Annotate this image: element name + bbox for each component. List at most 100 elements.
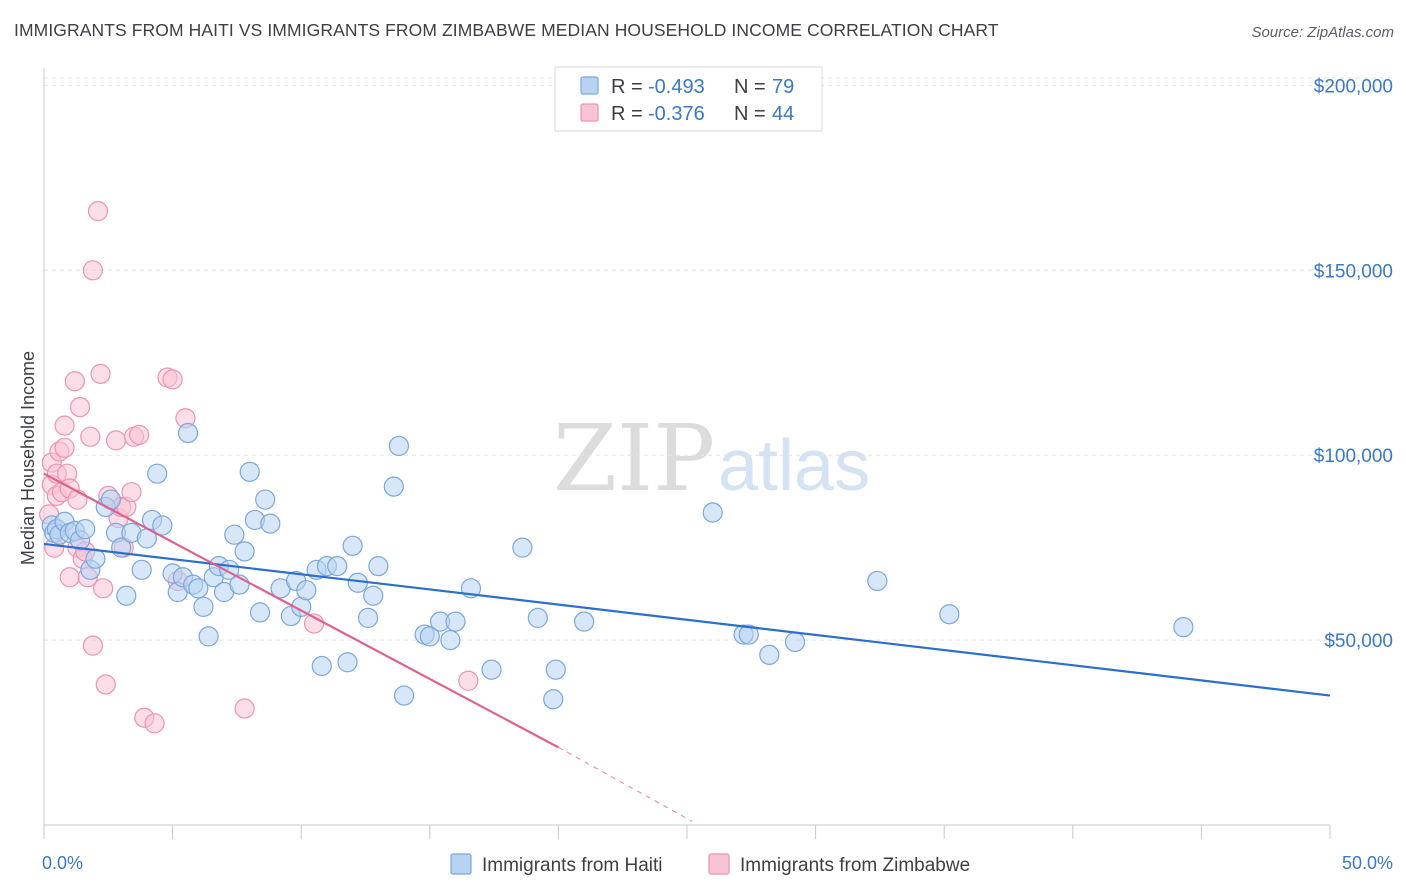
chart-source: Source: ZipAtlas.com [1251, 24, 1394, 41]
stats-swatch-haiti [580, 76, 599, 95]
haiti-point [224, 524, 245, 545]
zimbabwe-point [87, 201, 109, 222]
haiti-point [116, 585, 137, 606]
haiti-point [545, 659, 566, 680]
zimbabwe-point [93, 578, 114, 599]
stats-n-label-haiti: N = [734, 76, 766, 98]
x-edge-label-start: 0.0% [42, 853, 83, 873]
y-tick-label: $200,000 [1314, 76, 1393, 97]
legend-swatch-haiti [450, 853, 472, 875]
zimbabwe-point [82, 635, 103, 656]
haiti-point [388, 435, 410, 457]
haiti-point [131, 559, 152, 580]
haiti-point [1173, 617, 1194, 638]
haiti-point [574, 611, 595, 632]
zimbabwe-point [105, 430, 127, 451]
haiti-point [867, 570, 888, 592]
haiti-point [368, 556, 389, 577]
haiti-point [85, 548, 106, 569]
legend-label-zimbabwe: Immigrants from Zimbabwe [740, 855, 970, 876]
zimbabwe-point [162, 369, 183, 390]
stats-r-label-zimbabwe: R = [611, 103, 643, 125]
y-axis-label: Median Household Income [18, 351, 38, 565]
zimbabwe-point [458, 670, 479, 691]
zimbabwe-trend-extension [558, 746, 693, 822]
y-tick-label: $150,000 [1314, 261, 1393, 282]
y-tick-label: $50,000 [1324, 631, 1393, 652]
haiti-point [147, 463, 168, 484]
haiti-point [198, 626, 219, 647]
zimbabwe-point [129, 424, 150, 445]
zimbabwe-point [80, 426, 101, 447]
zimbabwe-point [59, 567, 80, 588]
stats-swatch-zimbabwe [580, 103, 599, 122]
zimbabwe-point [90, 363, 111, 384]
stats-legend: R = -0.493 N = 79 R = -0.376 N = 44 [554, 66, 823, 132]
haiti-point [239, 461, 260, 482]
haiti-point [296, 580, 317, 601]
haiti-point [512, 537, 533, 558]
haiti-point [188, 578, 209, 599]
haiti-point [527, 607, 548, 629]
zimbabwe-point [234, 698, 255, 719]
haiti-point [75, 519, 96, 540]
haiti-point [481, 659, 502, 680]
haiti-point [311, 655, 332, 677]
zimbabwe-point [54, 415, 75, 436]
trend-lines [43, 472, 1331, 822]
axes [43, 68, 1331, 839]
haiti-point [255, 489, 276, 510]
stats-r-value-haiti: -0.493 [648, 76, 705, 98]
haiti-point [543, 689, 564, 710]
zipatlas-watermark: ZIP atlas [553, 405, 870, 512]
stats-n-value-zimbabwe: 44 [772, 103, 794, 125]
haiti-point [738, 624, 759, 645]
stats-n-label-zimbabwe: N = [734, 103, 766, 125]
x-edge-label-end: 50.0% [1342, 853, 1393, 873]
haiti-point [440, 629, 461, 651]
watermark-atlas: atlas [718, 426, 870, 506]
haiti-point [939, 604, 960, 625]
haiti-point [784, 631, 806, 653]
haiti-point [363, 585, 384, 606]
haiti-point [357, 607, 379, 629]
haiti-point [702, 502, 723, 523]
y-tick-labels: $50,000 $100,000 $150,000 $200,000 [1314, 76, 1393, 652]
haiti-point [383, 476, 404, 497]
haiti-point [152, 515, 173, 536]
haiti-point [342, 535, 363, 556]
haiti-point [177, 422, 199, 444]
zimbabwe-point [144, 713, 165, 734]
haiti-point [337, 652, 358, 673]
stats-n-value-haiti: 79 [772, 76, 794, 98]
bottom-legend: Immigrants from Haiti Immigrants from Zi… [450, 853, 970, 876]
stats-r-label-haiti: R = [611, 76, 643, 98]
haiti-point [445, 611, 466, 632]
haiti-point [759, 644, 780, 665]
haiti-point [234, 541, 255, 562]
zimbabwe-point [95, 674, 116, 695]
zimbabwe-point [64, 371, 85, 392]
watermark-zip: ZIP [553, 405, 715, 512]
haiti-trend-line [43, 542, 1331, 697]
zimbabwe-point [82, 260, 103, 281]
haiti-point [393, 685, 415, 706]
zimbabwe-point [54, 437, 75, 458]
zimbabwe-point [67, 489, 88, 510]
zimbabwe-points [39, 201, 479, 734]
zimbabwe-point [69, 397, 91, 418]
haiti-point [260, 513, 281, 534]
haiti-point [193, 596, 214, 617]
haiti-point [327, 556, 348, 577]
legend-label-haiti: Immigrants from Haiti [482, 855, 663, 876]
stats-r-value-zimbabwe: -0.376 [648, 103, 705, 125]
y-tick-label: $100,000 [1314, 446, 1393, 467]
stats-legend-box [554, 66, 823, 132]
zimbabwe-trend-line [43, 472, 559, 749]
haiti-point [419, 626, 440, 647]
zimbabwe-point [121, 482, 142, 503]
haiti-point [249, 602, 271, 623]
legend-swatch-zimbabwe [708, 853, 730, 875]
chart-title: IMMIGRANTS FROM HAITI VS IMMIGRANTS FROM… [14, 20, 999, 40]
